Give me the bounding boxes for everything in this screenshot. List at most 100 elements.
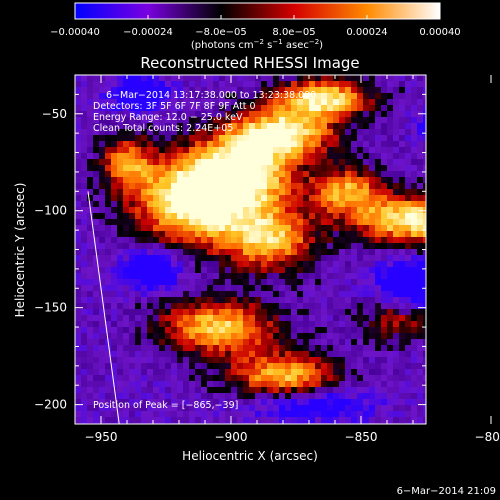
heatmap-cell: [297, 279, 303, 285]
heatmap-cell: [291, 363, 297, 369]
heatmap-cell: [339, 75, 345, 81]
heatmap-cell: [423, 177, 426, 183]
heatmap-cell: [165, 393, 171, 399]
heatmap-cell: [321, 297, 327, 303]
heatmap-cell: [315, 219, 321, 225]
heatmap-cell: [363, 207, 369, 213]
heatmap-cell: [375, 195, 381, 201]
heatmap-cell: [183, 249, 189, 255]
heatmap-cell: [351, 219, 357, 225]
heatmap-cell: [393, 105, 399, 111]
heatmap-cell: [255, 171, 261, 177]
heatmap-cell: [75, 75, 81, 81]
heatmap-cell: [333, 381, 339, 387]
heatmap-cell: [405, 261, 411, 267]
heatmap-cell: [249, 243, 255, 249]
heatmap-cell: [117, 201, 123, 207]
heatmap-cell: [327, 243, 333, 249]
heatmap-cell: [207, 279, 213, 285]
heatmap-cell: [147, 333, 153, 339]
heatmap-cell: [75, 201, 81, 207]
heatmap-cell: [177, 243, 183, 249]
heatmap-cell: [279, 291, 285, 297]
heatmap-cell: [165, 93, 171, 99]
heatmap-cell: [129, 141, 135, 147]
heatmap-cell: [417, 321, 423, 327]
heatmap-cell: [273, 369, 279, 375]
heatmap-cell: [123, 369, 129, 375]
heatmap-cell: [243, 255, 249, 261]
heatmap-cell: [345, 99, 351, 105]
heatmap-cell: [81, 279, 87, 285]
heatmap-cell: [411, 237, 417, 243]
heatmap-cell: [309, 81, 315, 87]
heatmap-cell: [309, 411, 315, 417]
heatmap-cell: [195, 183, 201, 189]
heatmap-cell: [249, 261, 255, 267]
heatmap-cell: [339, 261, 345, 267]
heatmap-cell: [75, 117, 81, 123]
heatmap-cell: [237, 339, 243, 345]
heatmap-cell: [285, 375, 291, 381]
heatmap-cell: [315, 123, 321, 129]
heatmap-cell: [339, 93, 345, 99]
heatmap-cell: [135, 327, 141, 333]
heatmap-cell: [147, 141, 153, 147]
heatmap-cell: [129, 195, 135, 201]
heatmap-cell: [309, 321, 315, 327]
heatmap-cell: [177, 111, 183, 117]
heatmap-cell: [135, 273, 141, 279]
heatmap-cell: [213, 279, 219, 285]
heatmap-cell: [411, 141, 417, 147]
heatmap-cell: [171, 231, 177, 237]
heatmap-cell: [303, 213, 309, 219]
heatmap-cell: [189, 237, 195, 243]
heatmap-cell: [213, 285, 219, 291]
heatmap-cell: [117, 87, 123, 93]
heatmap-cell: [261, 129, 267, 135]
heatmap-cell: [99, 345, 105, 351]
heatmap-cell: [309, 339, 315, 345]
heatmap-cell: [249, 87, 255, 93]
heatmap-cell: [111, 393, 117, 399]
heatmap-cell: [201, 417, 207, 423]
heatmap-cell: [111, 177, 117, 183]
heatmap-cell: [315, 261, 321, 267]
heatmap-cell: [297, 285, 303, 291]
heatmap-cell: [147, 339, 153, 345]
heatmap-cell: [177, 417, 183, 423]
heatmap-cell: [171, 219, 177, 225]
heatmap-cell: [309, 123, 315, 129]
heatmap-cell: [165, 141, 171, 147]
heatmap-cell: [243, 393, 249, 399]
heatmap-cell: [339, 255, 345, 261]
heatmap-cell: [159, 339, 165, 345]
heatmap-cell: [93, 159, 99, 165]
heatmap-cell: [369, 171, 375, 177]
heatmap-cell: [261, 249, 267, 255]
heatmap-cell: [171, 375, 177, 381]
heatmap-cell: [315, 171, 321, 177]
heatmap-cell: [333, 297, 339, 303]
heatmap-cell: [339, 231, 345, 237]
heatmap-cell: [231, 351, 237, 357]
heatmap-cell: [357, 327, 363, 333]
heatmap-cell: [387, 225, 393, 231]
heatmap-cell: [141, 153, 147, 159]
heatmap-cell: [303, 225, 309, 231]
heatmap-cell: [393, 363, 399, 369]
heatmap-cell: [165, 417, 171, 423]
heatmap-cell: [345, 153, 351, 159]
heatmap-cell: [315, 273, 321, 279]
heatmap-cell: [369, 141, 375, 147]
heatmap-cell: [279, 189, 285, 195]
heatmap-cell: [165, 399, 171, 405]
heatmap-cell: [267, 327, 273, 333]
heatmap-cell: [393, 87, 399, 93]
heatmap-cell: [387, 363, 393, 369]
heatmap-cell: [345, 195, 351, 201]
heatmap-cell: [321, 321, 327, 327]
heatmap-cell: [231, 237, 237, 243]
heatmap-cell: [315, 387, 321, 393]
heatmap-cell: [165, 213, 171, 219]
